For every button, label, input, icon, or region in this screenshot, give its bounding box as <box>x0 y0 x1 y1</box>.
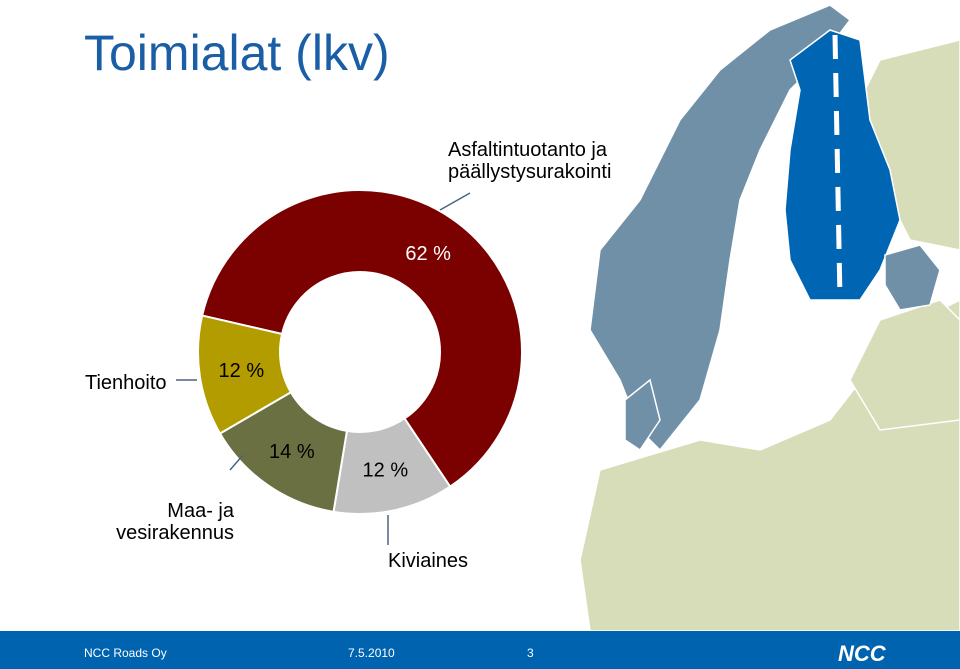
footer-bar <box>0 631 960 669</box>
map-scandinavia <box>589 4 852 452</box>
category-label: Asfaltintuotanto ja päällystysurakointi <box>448 139 612 183</box>
donut-segment <box>200 189 523 489</box>
footer-logo: NCC <box>838 641 887 666</box>
value-label: 12 % <box>363 459 409 481</box>
map-land <box>849 299 960 431</box>
footer-page: 3 <box>527 646 534 660</box>
value-label: 14 % <box>269 441 315 463</box>
category-label: Tienhoito <box>85 372 167 394</box>
map-land <box>884 244 941 311</box>
leader-line <box>439 192 471 211</box>
value-label: 12 % <box>219 360 265 382</box>
slide-title: Toimialat (lkv) <box>84 25 390 81</box>
value-label: 62 % <box>405 243 451 265</box>
map-dashed-line <box>832 34 843 301</box>
leader-lines <box>176 192 471 545</box>
map-finland <box>784 29 901 301</box>
donut-segment <box>197 314 293 435</box>
donut: 62 % 12 % 14 % 12 % <box>197 189 523 515</box>
category-label: Kiviaines <box>388 550 469 572</box>
category-label: Maa- ja vesirakennus <box>116 500 234 544</box>
footer-company: NCC Roads Oy <box>84 646 167 660</box>
leader-line <box>229 454 244 471</box>
map-denmark <box>624 378 661 452</box>
footer-date: 7.5.2010 <box>348 646 395 660</box>
map <box>579 4 960 632</box>
